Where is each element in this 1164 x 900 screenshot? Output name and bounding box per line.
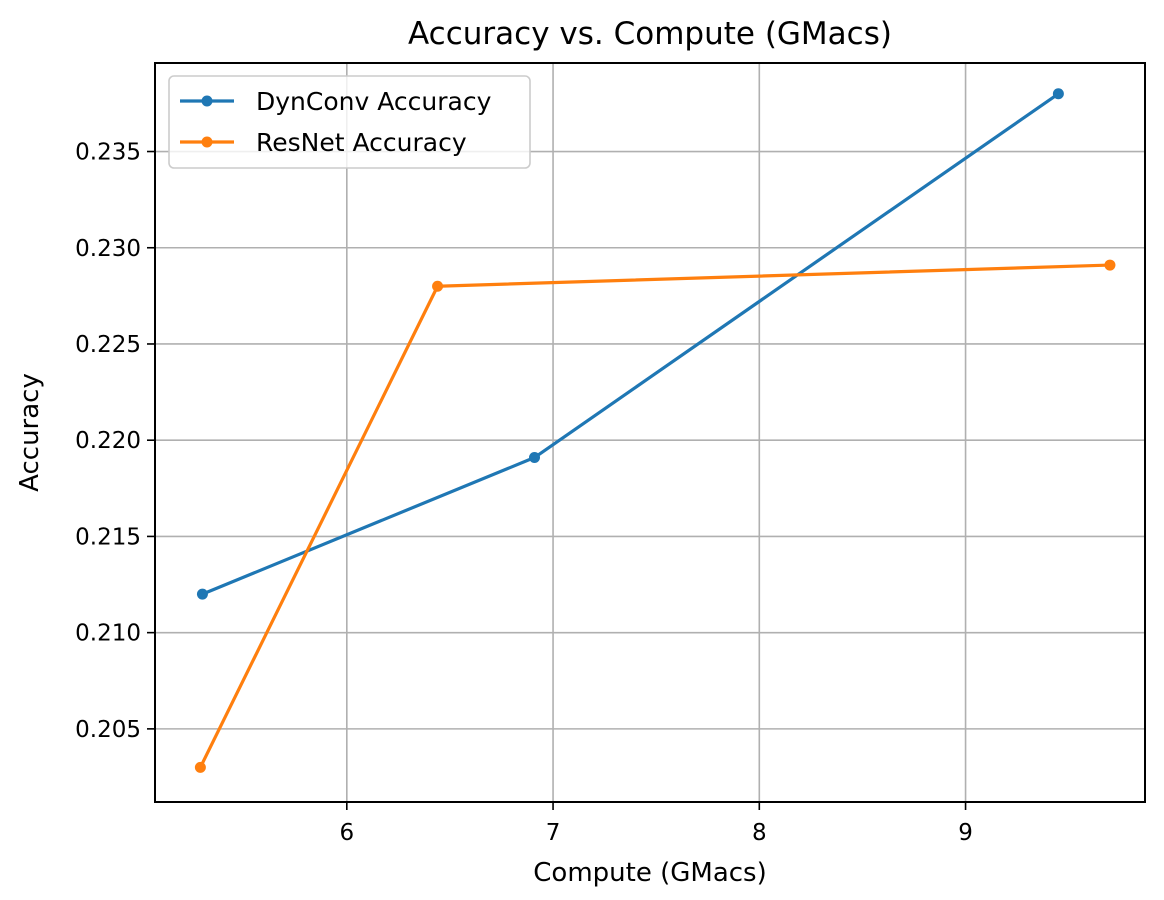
legend-label: ResNet Accuracy: [256, 128, 467, 157]
legend-marker: [201, 136, 213, 148]
y-tick-label: 0.210: [75, 621, 141, 647]
legend-marker: [201, 95, 213, 107]
x-tick-label: 6: [339, 820, 354, 846]
y-axis-ticks: 0.205 0.210 0.215 0.220 0.225 0.230 0.235: [75, 140, 155, 743]
y-tick-label: 0.220: [75, 428, 141, 454]
x-tick-label: 8: [752, 820, 767, 846]
series-layer: [194, 88, 1116, 773]
x-tick-label: 9: [958, 820, 973, 846]
series-0-point: [529, 452, 540, 464]
legend-label: DynConv Accuracy: [256, 87, 492, 116]
y-tick-label: 0.230: [75, 236, 141, 262]
y-tick-label: 0.215: [75, 524, 141, 550]
x-tick-label: 7: [546, 820, 561, 846]
y-tick-label: 0.205: [75, 717, 141, 743]
legend-item: DynConv Accuracy: [180, 87, 492, 116]
series-1-point: [1104, 259, 1116, 271]
legend: DynConv Accuracy ResNet Accuracy: [168, 75, 531, 169]
legend-item: ResNet Accuracy: [180, 128, 467, 157]
y-tick-label: 0.225: [75, 332, 141, 358]
chart-title: Accuracy vs. Compute (GMacs): [408, 16, 892, 52]
series-1-point: [432, 280, 444, 292]
y-axis-label: Accuracy: [15, 373, 45, 492]
plot-frame: [154, 62, 1146, 803]
series-0-point: [1052, 88, 1064, 100]
series-0-point: [196, 588, 208, 600]
x-axis-ticks: 6 7 8 9: [339, 802, 973, 846]
grid: [155, 63, 1145, 802]
legend-box: [168, 75, 531, 169]
series-1-point: [194, 761, 206, 773]
y-tick-label: 0.235: [75, 140, 141, 166]
x-axis-label: Compute (GMacs): [533, 858, 766, 888]
